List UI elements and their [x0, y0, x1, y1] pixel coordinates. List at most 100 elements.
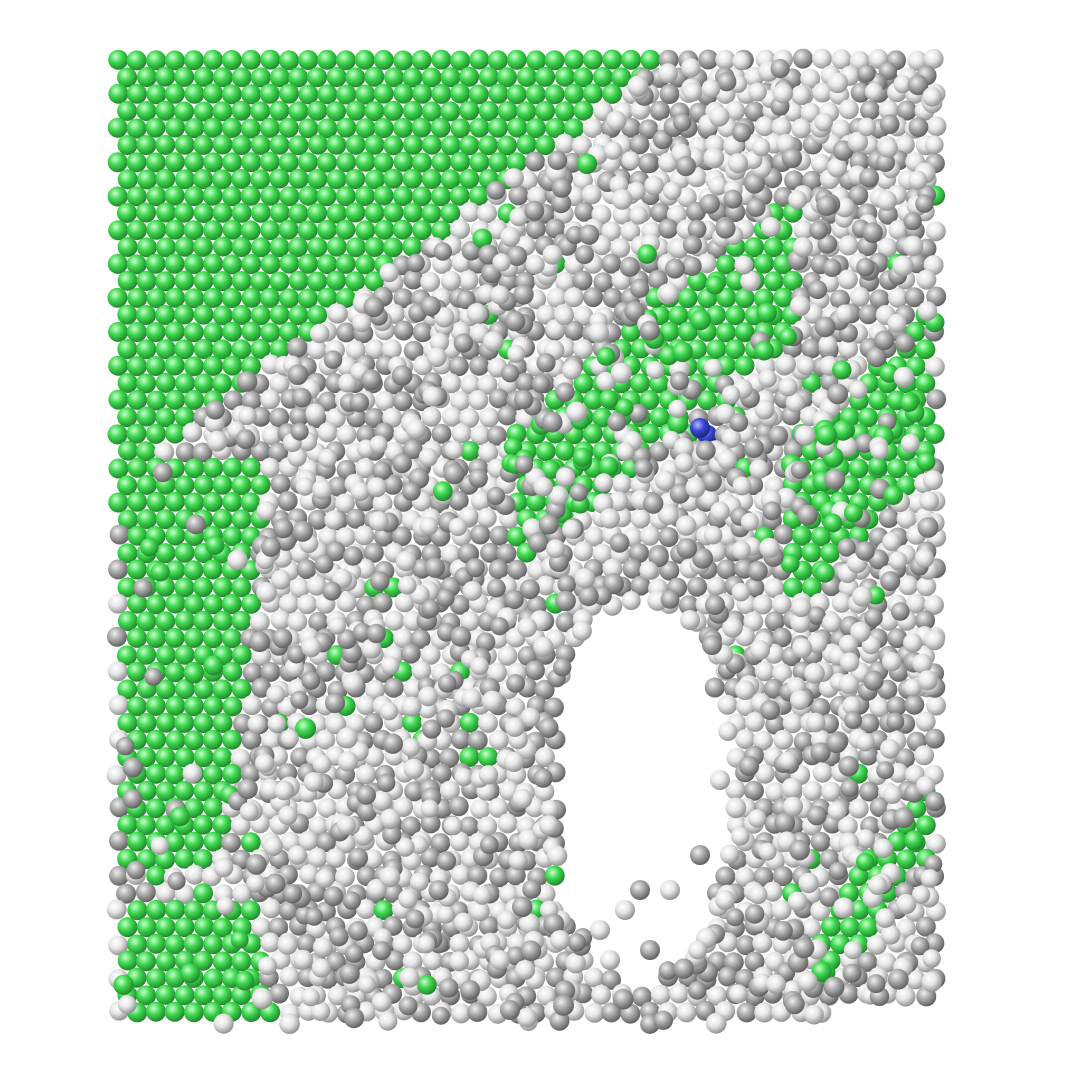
green-atom: [430, 117, 451, 138]
green-atom: [503, 437, 523, 457]
white-atom: [662, 181, 682, 201]
gray-atom: [393, 320, 414, 341]
gray-atom: [325, 541, 346, 562]
green-atom: [924, 423, 945, 444]
gray-atom: [305, 907, 323, 926]
green-atom: [165, 491, 185, 512]
green-atom: [269, 67, 290, 88]
green-atom: [583, 389, 604, 410]
green-atom: [193, 849, 213, 869]
gray-atom: [314, 554, 334, 574]
white-atom: [759, 537, 780, 559]
white-atom: [924, 629, 945, 651]
gray-atom: [896, 100, 917, 121]
green-atom: [899, 393, 919, 412]
gray-atom: [543, 697, 564, 718]
gray-atom: [236, 371, 258, 392]
green-atom: [260, 185, 281, 206]
white-atom: [500, 226, 521, 247]
white-atom: [409, 872, 429, 892]
green-atom: [212, 339, 233, 360]
white-atom: [660, 880, 680, 900]
green-atom: [355, 118, 376, 139]
gray-atom: [643, 493, 664, 514]
white-atom: [616, 442, 635, 461]
green-atom: [203, 655, 224, 676]
gray-atom: [431, 423, 452, 444]
white-atom: [230, 815, 251, 836]
green-atom: [183, 560, 204, 581]
green-atom: [203, 797, 224, 818]
green-atom: [621, 49, 641, 70]
white-atom: [297, 594, 318, 615]
green-atom: [345, 202, 366, 223]
white-atom: [422, 386, 443, 407]
gray-atom: [315, 661, 336, 682]
white-atom: [717, 694, 738, 715]
white-atom: [398, 576, 417, 595]
white-atom: [393, 797, 414, 817]
gray-atom: [470, 524, 491, 545]
white-atom: [837, 816, 858, 837]
white-atom: [232, 883, 253, 904]
white-atom: [336, 727, 358, 749]
gray-atom: [116, 737, 135, 756]
green-atom: [193, 304, 214, 325]
gray-atom: [772, 866, 793, 887]
green-atom: [430, 186, 451, 207]
gray-atom: [366, 623, 386, 644]
gray-atom: [410, 628, 431, 649]
gray-atom: [771, 627, 792, 648]
white-atom: [752, 138, 771, 157]
green-atom: [165, 899, 186, 920]
white-atom: [654, 470, 676, 491]
white-atom: [509, 207, 529, 227]
green-atom: [763, 237, 784, 258]
green-atom: [241, 84, 262, 105]
white-atom: [356, 695, 377, 716]
gray-atom: [420, 813, 441, 834]
green-atom: [915, 373, 936, 394]
gray-atom: [814, 316, 836, 338]
gray-atom: [553, 994, 574, 1016]
gray-atom: [467, 865, 488, 886]
green-atom: [194, 373, 214, 394]
green-atom: [487, 50, 508, 71]
white-atom: [279, 1013, 300, 1035]
white-atom: [356, 899, 376, 919]
green-atom: [269, 304, 290, 325]
white-atom: [478, 712, 498, 733]
green-atom: [554, 101, 575, 122]
white-atom: [895, 986, 916, 1007]
green-atom: [203, 220, 223, 241]
white-atom: [118, 995, 137, 1014]
green-atom: [155, 951, 176, 972]
green-atom: [506, 152, 527, 173]
green-atom: [156, 712, 176, 733]
gray-atom: [336, 322, 357, 343]
gray-atom: [460, 980, 480, 1000]
green-atom: [145, 152, 166, 173]
green-atom: [364, 202, 385, 223]
white-atom: [459, 611, 480, 632]
green-atom: [165, 730, 186, 751]
green-atom: [165, 967, 185, 988]
green-atom: [117, 202, 137, 223]
green-atom: [231, 509, 252, 530]
white-atom: [668, 399, 687, 418]
green-atom: [431, 220, 452, 241]
green-atom: [279, 322, 300, 342]
green-atom: [155, 747, 176, 768]
white-atom: [601, 221, 622, 242]
green-atom: [126, 118, 147, 139]
green-atom: [127, 389, 148, 410]
gray-atom: [569, 483, 588, 502]
green-atom: [193, 950, 213, 971]
white-atom: [548, 485, 569, 506]
white-atom: [706, 576, 726, 596]
gray-atom: [241, 729, 262, 750]
green-atom: [117, 169, 138, 190]
green-atom: [345, 67, 366, 88]
green-atom: [460, 441, 480, 461]
white-atom: [354, 525, 375, 546]
